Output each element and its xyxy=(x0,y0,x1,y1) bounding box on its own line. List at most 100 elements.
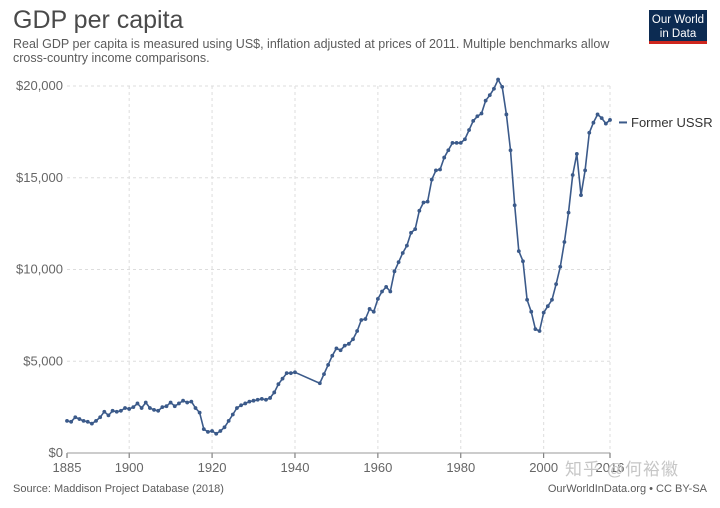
data-point xyxy=(110,408,115,413)
data-point xyxy=(214,431,219,436)
data-point xyxy=(276,382,281,387)
data-point xyxy=(396,260,401,265)
data-point xyxy=(94,418,98,423)
y-tick-label: $5,000 xyxy=(23,353,63,368)
x-tick-label: 1920 xyxy=(198,460,227,475)
data-point xyxy=(351,337,355,342)
data-point xyxy=(487,93,492,98)
data-point xyxy=(69,419,74,424)
data-point xyxy=(545,304,550,309)
data-point xyxy=(583,168,588,173)
data-point xyxy=(77,417,82,421)
data-point xyxy=(508,148,513,153)
data-point xyxy=(529,309,534,314)
data-point xyxy=(185,400,190,405)
data-point xyxy=(322,372,326,376)
data-point xyxy=(595,112,600,117)
data-point xyxy=(338,348,343,353)
x-tick-label: 2016 xyxy=(596,460,625,475)
data-point xyxy=(603,121,608,126)
data-point xyxy=(541,310,546,315)
data-point xyxy=(554,282,559,287)
data-point xyxy=(521,259,525,264)
data-point xyxy=(525,297,529,302)
data-point xyxy=(330,353,335,358)
legend-label-former-ussr: Former USSR xyxy=(631,115,713,130)
data-point xyxy=(504,112,509,117)
data-point xyxy=(230,412,235,417)
data-point xyxy=(463,137,467,142)
data-point xyxy=(404,243,409,248)
data-point xyxy=(239,403,243,408)
data-point xyxy=(139,406,144,410)
owid-logo[interactable]: Our World in Data xyxy=(649,10,707,44)
credit-link[interactable]: OurWorldInData.org • CC BY-SA xyxy=(547,483,707,495)
data-point xyxy=(148,406,152,410)
data-point xyxy=(434,168,438,173)
x-tick-label: 1960 xyxy=(363,460,392,475)
x-tick-label: 1980 xyxy=(446,460,475,475)
data-point xyxy=(421,200,426,205)
data-point xyxy=(471,118,476,123)
data-point xyxy=(81,418,86,423)
data-point xyxy=(160,405,165,410)
data-point xyxy=(73,415,78,420)
data-point xyxy=(371,309,376,314)
data-point xyxy=(288,371,293,376)
data-point xyxy=(235,406,239,410)
data-point xyxy=(168,400,173,405)
data-point xyxy=(172,404,177,409)
data-point xyxy=(193,406,198,410)
data-point xyxy=(550,297,554,302)
data-point xyxy=(355,329,360,333)
data-point xyxy=(247,399,252,404)
data-point xyxy=(218,429,223,433)
series-line xyxy=(66,78,611,435)
data-point xyxy=(189,399,194,404)
data-point xyxy=(500,85,505,89)
data-point xyxy=(135,401,140,406)
data-point xyxy=(164,404,169,409)
data-point xyxy=(156,408,161,413)
data-point xyxy=(367,307,372,311)
data-point xyxy=(259,396,264,401)
x-tick-label: 1885 xyxy=(53,460,82,475)
watermark: 知乎 @何裕徽 xyxy=(565,460,679,479)
data-point xyxy=(342,343,347,348)
x-tick-label: 1940 xyxy=(281,460,310,475)
data-point xyxy=(127,407,132,411)
data-point xyxy=(591,120,596,125)
data-point xyxy=(429,177,434,182)
data-point xyxy=(479,111,484,116)
data-point xyxy=(264,397,268,402)
data-point xyxy=(326,363,331,367)
data-point xyxy=(375,296,380,301)
data-point xyxy=(608,118,612,122)
data-point xyxy=(483,98,488,103)
data-point xyxy=(222,425,227,430)
data-point xyxy=(400,251,405,255)
data-point xyxy=(293,370,297,375)
data-point xyxy=(388,289,393,294)
data-point xyxy=(243,401,248,406)
data-point xyxy=(317,381,322,386)
data-point xyxy=(409,230,413,235)
y-tick-label: $20,000 xyxy=(16,78,63,93)
data-point xyxy=(496,77,500,82)
data-point xyxy=(210,429,214,433)
data-point xyxy=(438,167,442,172)
data-point xyxy=(442,155,447,160)
line-chart: $0 $5,000 $10,000 $15,000 $20,000 1885 1900 192… xyxy=(16,77,713,475)
data-point xyxy=(587,130,592,135)
data-point xyxy=(458,140,463,145)
data-point xyxy=(255,397,260,402)
data-point xyxy=(346,341,351,346)
data-point xyxy=(85,419,90,424)
data-point xyxy=(65,418,69,423)
data-point xyxy=(226,418,231,423)
data-point xyxy=(152,407,156,412)
logo-line-1: Our World xyxy=(651,14,705,26)
data-point xyxy=(446,148,451,153)
data-point xyxy=(131,405,136,410)
y-tick-label: $15,000 xyxy=(16,170,63,185)
